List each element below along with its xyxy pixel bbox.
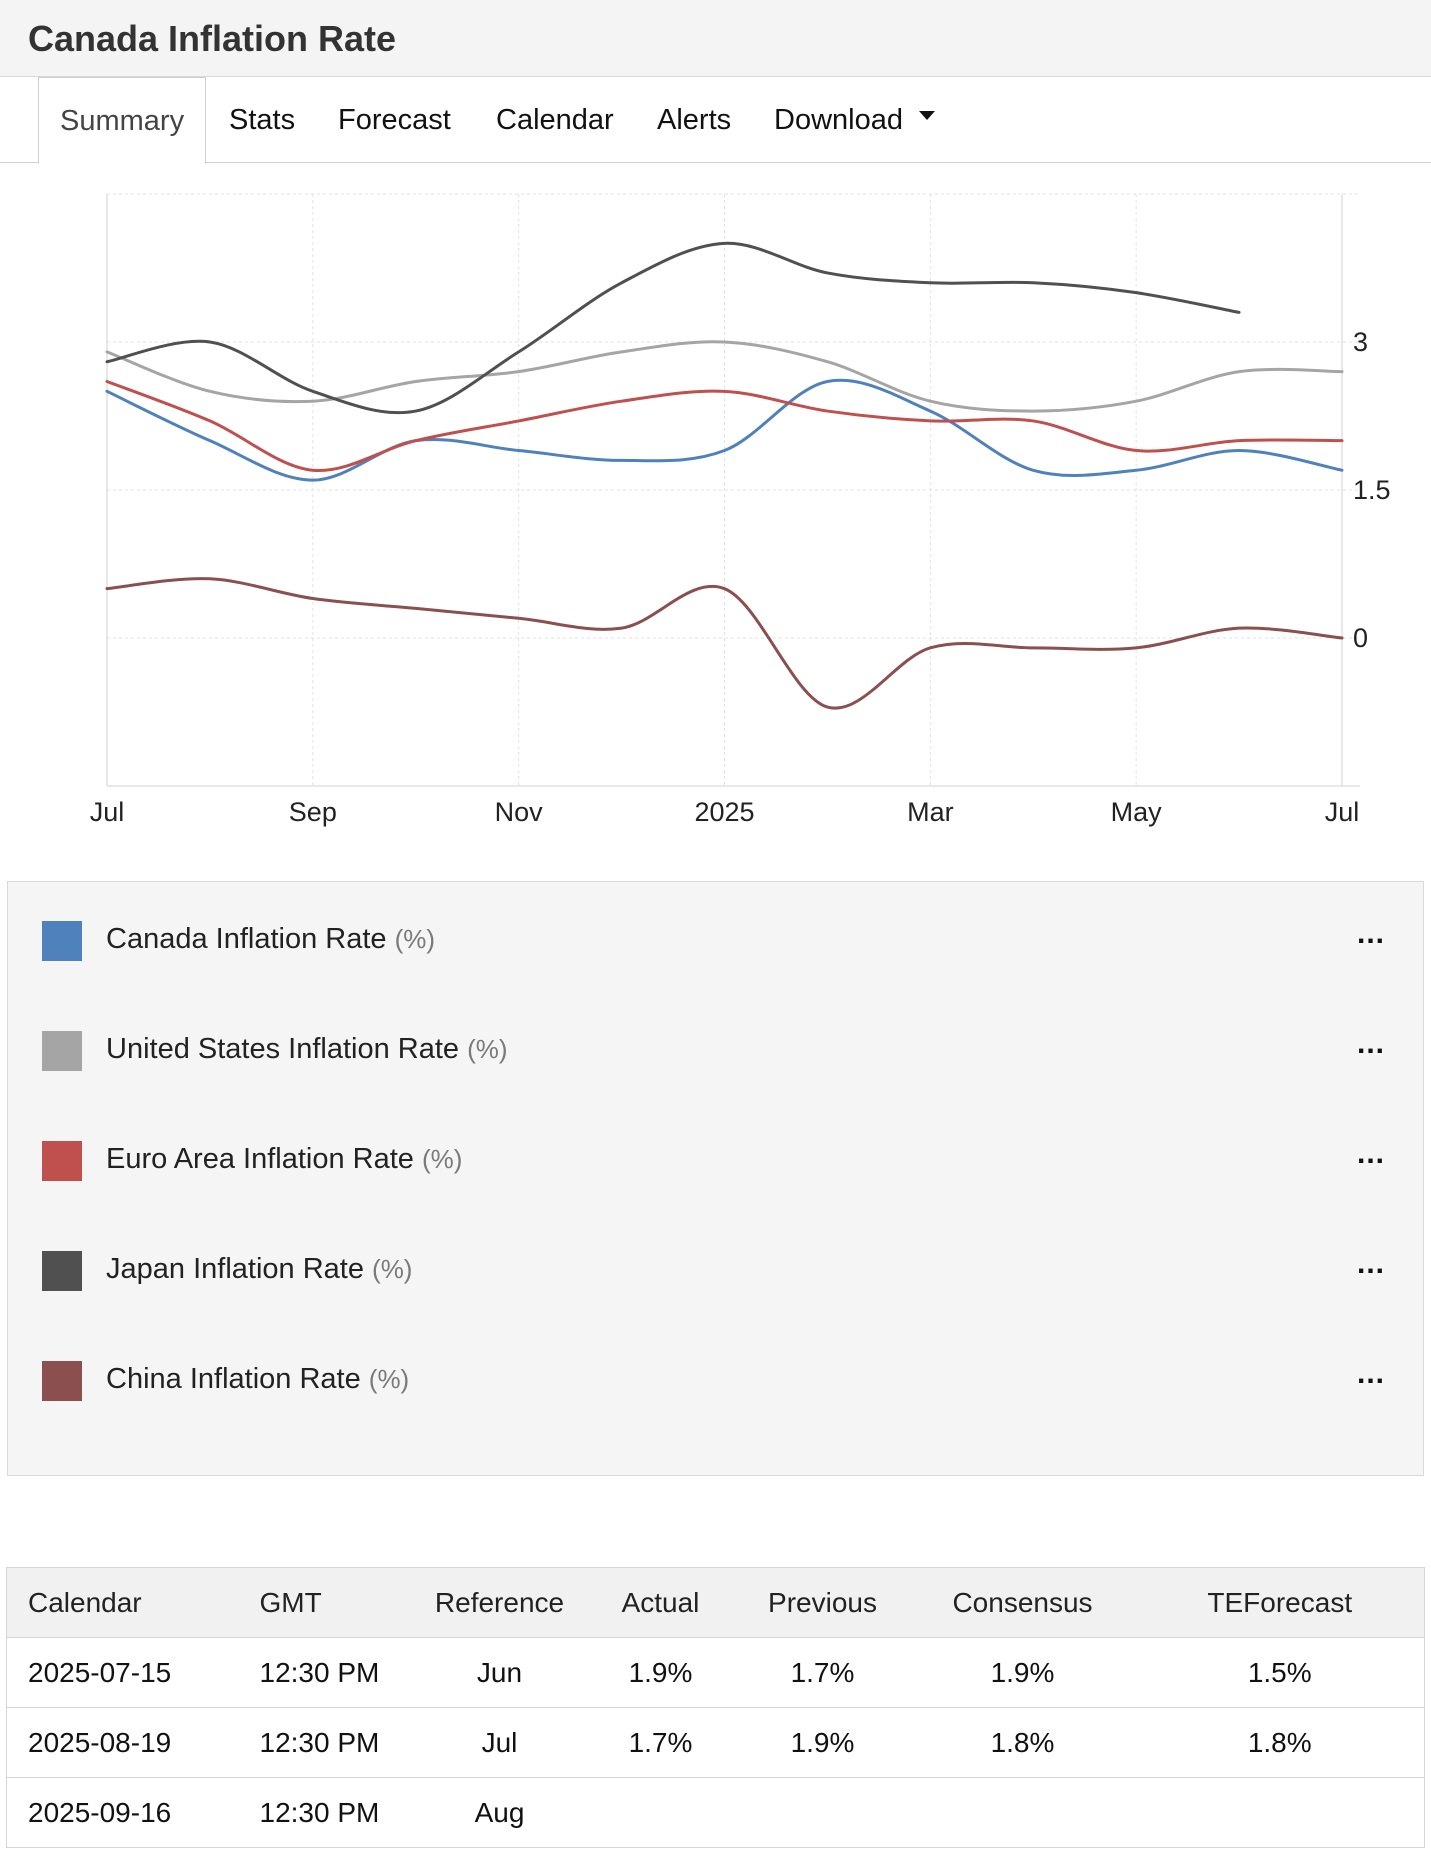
table-row[interactable]: 2025-07-15 12:30 PM Jun 1.9% 1.7% 1.9% 1… — [6, 1637, 1425, 1708]
legend-unit: (%) — [467, 1034, 508, 1064]
x-tick-label: 2025 — [694, 797, 754, 827]
more-options-icon[interactable]: ... — [1356, 917, 1385, 950]
legend-label: Canada Inflation Rate — [106, 923, 387, 955]
tab-forecast[interactable]: Forecast — [338, 104, 451, 136]
column-header: GMT — [238, 1567, 414, 1638]
chart-legend: Canada Inflation Rate (%) ... United Sta… — [7, 881, 1424, 1476]
cell-previous — [735, 1777, 910, 1848]
series-line-japan-inflation-rate — [105, 241, 1241, 415]
cell-consensus — [909, 1777, 1136, 1848]
legend-swatch — [42, 921, 82, 961]
series-line-china-inflation-rate — [105, 577, 1344, 710]
caret-down-icon — [918, 110, 935, 120]
calendar-table: Calendar GMT Reference Actual Previous C… — [6, 1567, 1425, 1848]
legend-label: China Inflation Rate — [106, 1363, 361, 1395]
y-tick-label: 1.5 — [1353, 475, 1391, 505]
cell-actual: 1.9% — [585, 1637, 736, 1708]
cell-previous: 1.9% — [735, 1707, 910, 1778]
x-tick-label: Sep — [289, 797, 337, 827]
cell-date: 2025-07-15 — [6, 1637, 239, 1708]
table-row[interactable]: 2025-09-16 12:30 PM Aug — [6, 1777, 1425, 1848]
y-tick-label: 3 — [1353, 327, 1368, 357]
more-options-icon[interactable]: ... — [1356, 1027, 1385, 1060]
legend-label: United States Inflation Rate — [106, 1033, 460, 1065]
x-tick-label: Jul — [90, 797, 125, 827]
more-options-icon[interactable]: ... — [1356, 1357, 1385, 1390]
column-header: TEForecast — [1135, 1567, 1425, 1638]
cell-teforecast — [1135, 1777, 1425, 1848]
x-tick-label: May — [1111, 797, 1163, 827]
legend-label: Japan Inflation Rate — [106, 1253, 364, 1285]
legend-item-japan[interactable]: Japan Inflation Rate (%) ... — [8, 1241, 1423, 1301]
cell-reference: Jun — [413, 1637, 586, 1708]
chart-axis-labels: Jul Sep Nov 2025 Mar May Jul 0 1.5 3 — [90, 327, 1391, 827]
cell-teforecast: 1.5% — [1135, 1637, 1425, 1708]
cell-reference: Aug — [413, 1777, 586, 1848]
column-header: Reference — [413, 1567, 586, 1638]
column-header: Consensus — [909, 1567, 1136, 1638]
column-header: Actual — [585, 1567, 736, 1638]
tab-calendar[interactable]: Calendar — [496, 104, 614, 136]
legend-swatch — [42, 1251, 82, 1291]
cell-gmt: 12:30 PM — [238, 1707, 414, 1778]
inflation-line-chart: Jul Sep Nov 2025 Mar May Jul 0 1.5 3 — [90, 193, 1391, 827]
cell-gmt: 12:30 PM — [238, 1777, 414, 1848]
cell-consensus: 1.8% — [909, 1707, 1136, 1778]
legend-item-china[interactable]: China Inflation Rate (%) ... — [8, 1351, 1423, 1411]
legend-item-euro-area[interactable]: Euro Area Inflation Rate (%) ... — [8, 1131, 1423, 1191]
table-header-row: Calendar GMT Reference Actual Previous C… — [6, 1567, 1425, 1638]
legend-swatch — [42, 1361, 82, 1401]
x-tick-label: Mar — [907, 797, 954, 827]
cell-date: 2025-08-19 — [6, 1707, 239, 1778]
chart-grid — [106, 193, 1360, 787]
x-tick-label: Jul — [1325, 797, 1360, 827]
column-header: Previous — [735, 1567, 910, 1638]
cell-actual: 1.7% — [585, 1707, 736, 1778]
cell-actual — [585, 1777, 736, 1848]
cell-consensus: 1.9% — [909, 1637, 1136, 1708]
tab-summary[interactable]: Summary — [38, 77, 207, 164]
tab-bar: Summary Stats Forecast Calendar Alerts D… — [0, 77, 1431, 164]
column-header: Calendar — [6, 1567, 239, 1638]
tab-download-label: Download — [774, 104, 903, 136]
legend-item-united-states[interactable]: United States Inflation Rate (%) ... — [8, 1021, 1423, 1081]
more-options-icon[interactable]: ... — [1356, 1247, 1385, 1280]
tab-alerts[interactable]: Alerts — [657, 104, 732, 136]
page-title: Canada Inflation Rate — [28, 18, 397, 59]
series-line-canada-inflation-rate — [105, 378, 1344, 482]
cell-gmt: 12:30 PM — [238, 1637, 414, 1708]
chart-series — [105, 241, 1344, 710]
legend-unit: (%) — [368, 1364, 410, 1394]
legend-swatch — [42, 1141, 82, 1181]
cell-reference: Jul — [413, 1707, 586, 1778]
legend-label: Euro Area Inflation Rate — [106, 1143, 414, 1175]
cell-previous: 1.7% — [735, 1637, 910, 1708]
tab-stats[interactable]: Stats — [229, 104, 296, 136]
series-line-united-states-inflation-rate — [105, 340, 1344, 413]
series-line-euro-area-inflation-rate — [105, 379, 1344, 473]
legend-swatch — [42, 1031, 82, 1071]
page-header: Canada Inflation Rate — [0, 0, 1431, 77]
legend-unit: (%) — [372, 1254, 413, 1284]
x-tick-label: Nov — [495, 797, 544, 827]
cell-teforecast: 1.8% — [1135, 1707, 1425, 1778]
legend-item-canada[interactable]: Canada Inflation Rate (%) ... — [8, 911, 1423, 971]
table-row[interactable]: 2025-08-19 12:30 PM Jul 1.7% 1.9% 1.8% 1… — [6, 1707, 1425, 1778]
tab-download[interactable]: Download — [774, 77, 935, 163]
cell-date: 2025-09-16 — [6, 1777, 239, 1848]
legend-unit: (%) — [421, 1144, 463, 1174]
more-options-icon[interactable]: ... — [1356, 1137, 1385, 1170]
y-tick-label: 0 — [1353, 623, 1368, 653]
legend-unit: (%) — [394, 924, 436, 954]
